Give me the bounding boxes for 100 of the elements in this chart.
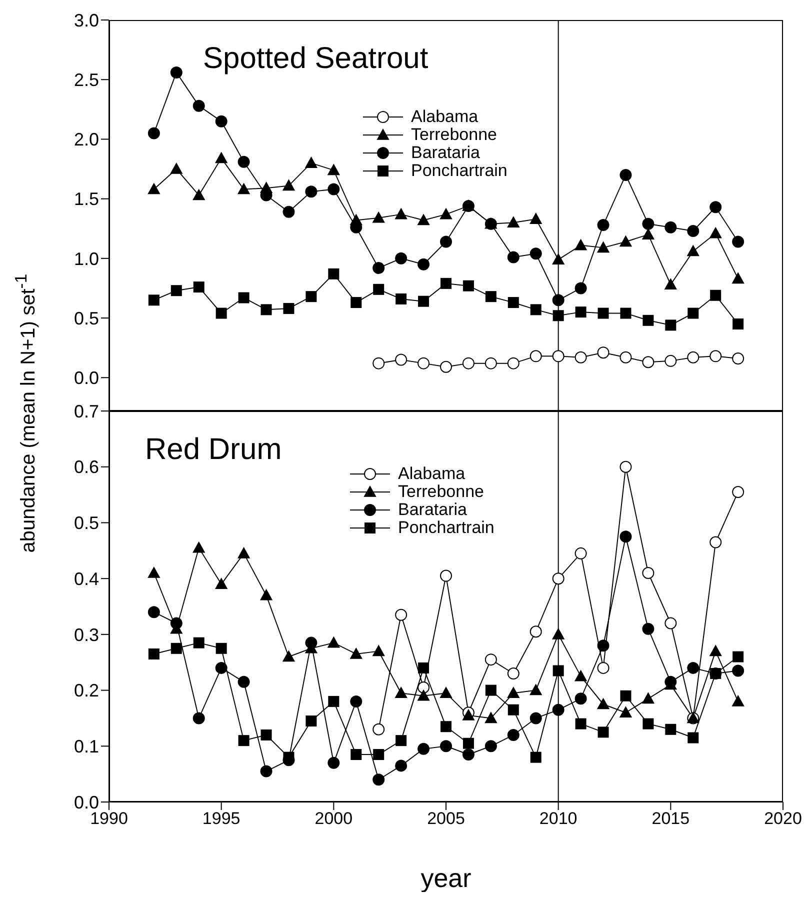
point	[687, 224, 700, 237]
point	[485, 291, 496, 302]
point	[710, 201, 722, 214]
point	[710, 290, 722, 301]
y-tick-label: 1.5	[74, 189, 99, 210]
point	[530, 752, 542, 763]
point	[372, 645, 385, 656]
point	[170, 66, 182, 78]
text: Red Drum	[145, 433, 282, 467]
legend-label: Barataria	[411, 143, 480, 162]
point	[282, 206, 295, 218]
legend-label: Terrebonne	[398, 482, 484, 501]
point	[440, 208, 452, 220]
point	[395, 608, 408, 621]
point	[372, 774, 385, 786]
y-tick-label: 0.5	[74, 513, 99, 534]
point	[418, 296, 430, 307]
point	[507, 216, 520, 228]
y-tick-label: 0.7	[74, 401, 99, 422]
point	[260, 589, 272, 600]
point	[282, 180, 295, 191]
point	[507, 728, 520, 741]
point	[552, 294, 564, 306]
point	[193, 282, 204, 293]
point	[552, 665, 564, 676]
point	[620, 706, 632, 718]
point	[462, 280, 474, 292]
point	[642, 718, 654, 730]
point	[192, 712, 205, 724]
point	[688, 308, 699, 319]
point	[418, 357, 430, 370]
point	[418, 690, 430, 701]
point	[687, 662, 700, 674]
point	[260, 304, 272, 316]
point	[642, 356, 654, 368]
point	[552, 704, 564, 716]
x-tick-label: 2020	[764, 809, 802, 828]
point	[598, 726, 609, 738]
point	[418, 214, 430, 226]
point	[530, 684, 542, 696]
point	[597, 346, 610, 359]
point	[372, 723, 385, 736]
point	[192, 189, 205, 200]
point	[328, 696, 340, 707]
point	[732, 236, 744, 248]
point	[170, 163, 182, 174]
point	[597, 698, 610, 710]
point	[328, 636, 340, 648]
point	[530, 304, 542, 316]
y-tick-label: 0.3	[74, 624, 99, 645]
point	[484, 357, 497, 370]
point	[215, 115, 228, 128]
point	[283, 302, 294, 314]
point	[395, 687, 408, 698]
point	[732, 486, 744, 498]
point	[328, 164, 340, 176]
point	[732, 695, 744, 706]
point	[665, 724, 676, 735]
point	[395, 760, 408, 772]
point	[530, 213, 542, 224]
point	[418, 681, 430, 694]
point	[306, 716, 317, 727]
point	[620, 460, 632, 473]
point	[418, 742, 430, 755]
y-tick-label: 0.1	[74, 736, 99, 757]
point	[148, 606, 160, 618]
point	[507, 668, 520, 680]
point	[238, 156, 250, 168]
point	[372, 262, 385, 274]
text: Spotted Seatrout	[203, 42, 428, 76]
point	[238, 292, 250, 304]
point	[418, 662, 430, 674]
point	[530, 626, 542, 638]
point	[508, 704, 519, 716]
point	[574, 670, 587, 682]
point	[642, 314, 654, 326]
point	[642, 218, 654, 230]
x-tick-label: 1995	[202, 809, 240, 828]
point	[664, 676, 677, 688]
point	[350, 695, 362, 708]
point	[552, 254, 564, 265]
point	[530, 712, 542, 724]
point	[574, 547, 587, 560]
point	[642, 228, 654, 240]
point	[328, 183, 340, 196]
point	[732, 651, 744, 662]
y-tick-label: 0.5	[74, 308, 99, 328]
point	[664, 354, 677, 367]
x-tick-label: 2000	[314, 809, 353, 828]
point	[687, 245, 700, 256]
point	[598, 308, 609, 319]
point	[530, 350, 542, 362]
point	[484, 654, 497, 666]
point	[216, 308, 227, 319]
point	[462, 738, 474, 749]
legend-label: Terrebonne	[411, 125, 498, 144]
point	[530, 248, 542, 260]
point	[440, 740, 452, 752]
point	[664, 617, 677, 630]
point	[373, 749, 384, 760]
